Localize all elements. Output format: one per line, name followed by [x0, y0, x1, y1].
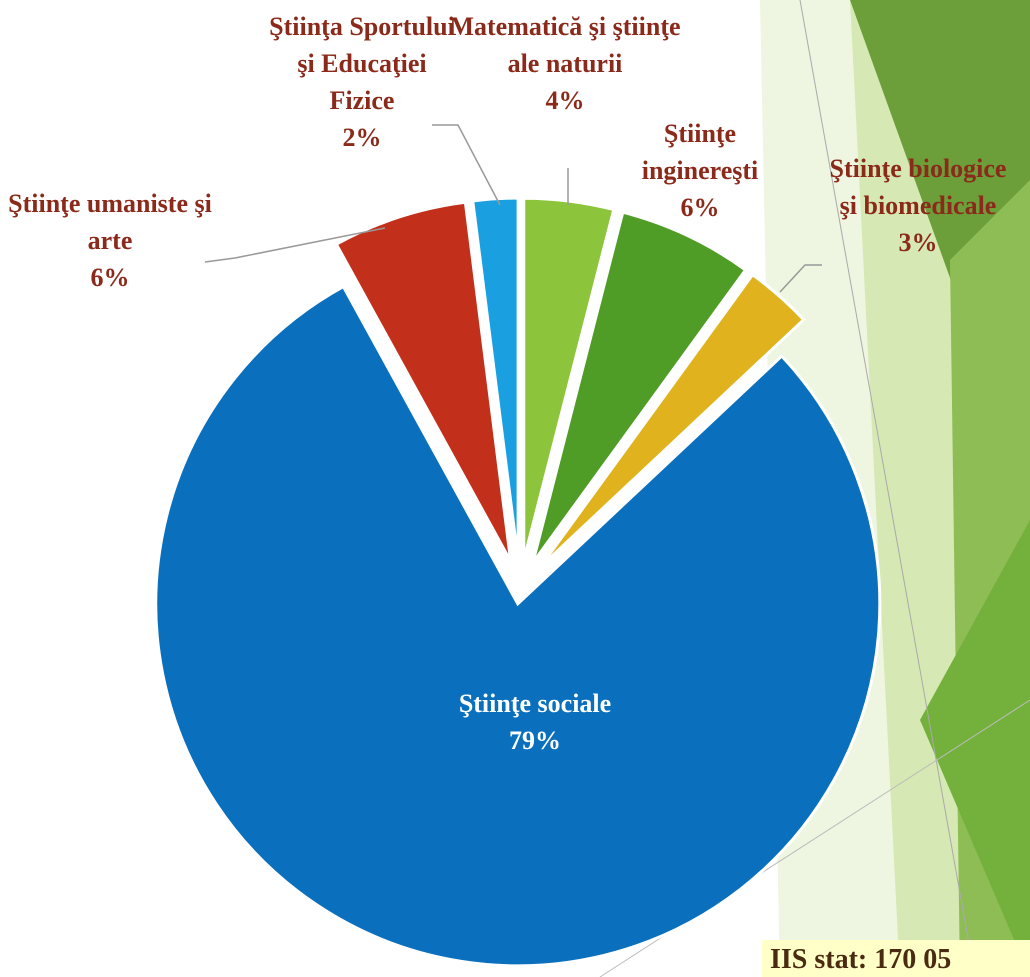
category-name: Matematică şi ştiinţe ale naturii	[449, 12, 681, 78]
value-label: 6%	[680, 193, 720, 222]
value-label: 79%	[509, 726, 561, 755]
pie-slice	[471, 196, 520, 561]
slice-label: Matematică şi ştiinţe ale naturii 4%	[445, 8, 685, 119]
pie-slice	[538, 272, 806, 569]
pie-slice	[154, 284, 882, 968]
category-name: Ştiinţe biologice şi biomedicale	[829, 154, 1007, 220]
category-name: Ştiinţe inginereşti	[641, 119, 759, 185]
pie-slice	[522, 196, 616, 561]
pie-slice	[334, 200, 513, 563]
category-name: Ştiinţe umaniste şi arte	[8, 189, 212, 255]
leader-lines	[204, 124, 822, 293]
slice-label: Ştiinţe umaniste şi arte 6%	[5, 185, 215, 296]
slice-label: Ştiinţe biologice şi biomedicale 3%	[818, 150, 1018, 261]
value-label: 2%	[342, 123, 382, 152]
value-label: 3%	[898, 228, 938, 257]
slice-label: Ştiinţe sociale 79%	[435, 685, 635, 759]
pie-slice	[531, 210, 748, 564]
slice-label: Ştiinţe inginereşti 6%	[615, 115, 785, 226]
slice-label: Ştiinţa Sportului şi Educaţiei Fizice 2%	[267, 8, 457, 156]
annotation: IIS stat: 170 05	[762, 940, 1030, 977]
category-name: Ştiinţe sociale	[458, 689, 612, 718]
category-name: Ştiinţa Sportului şi Educaţiei Fizice	[269, 12, 455, 115]
value-label: 4%	[545, 86, 585, 115]
value-label: 6%	[90, 263, 130, 292]
